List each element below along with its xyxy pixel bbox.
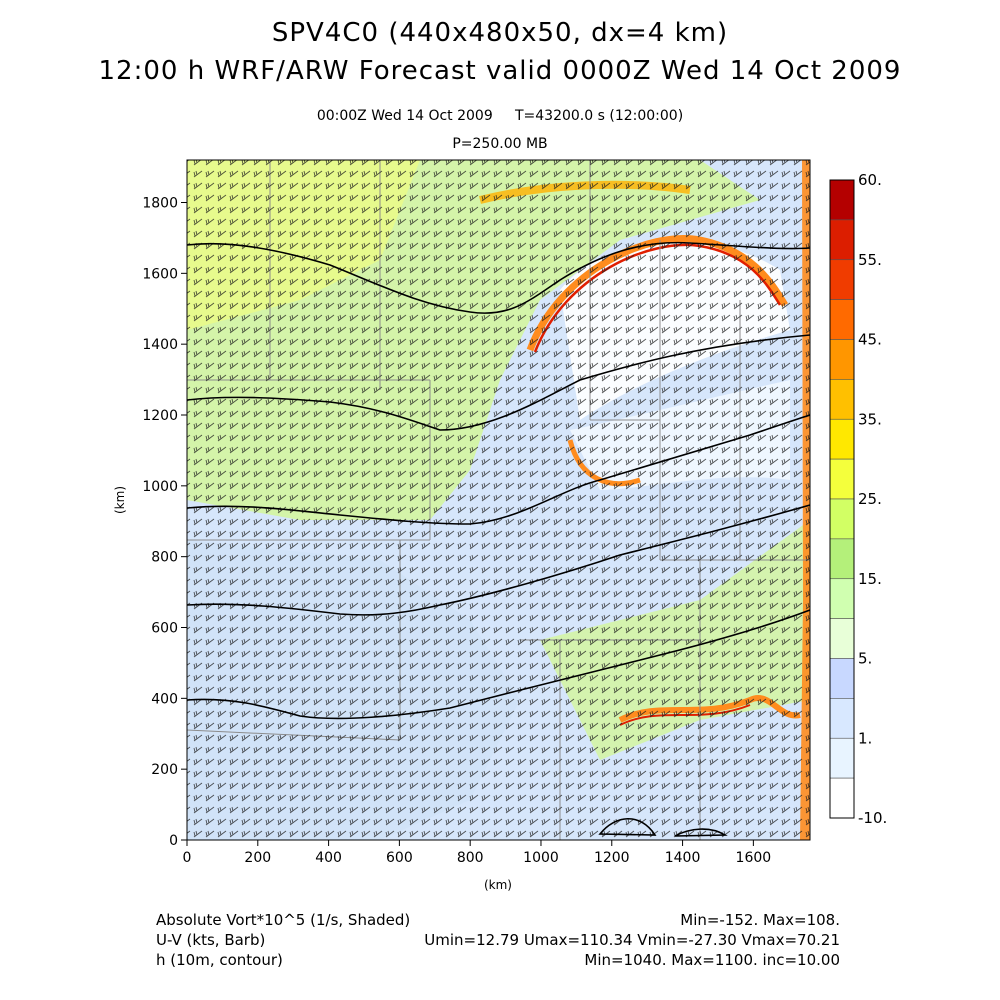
x-axis: 0 200 400 600 800 1000 1200 1400 1600 [183,840,772,866]
height-contours [187,241,810,837]
colorbar-swatch [829,339,855,380]
colorbar-swatch [829,538,855,580]
x-tick-label: 1400 [665,850,701,866]
colorbar-swatch [829,299,855,340]
wind-barbs [187,160,810,840]
y-axis-label: (km) [113,486,127,514]
level-line: P=250.00 MB [452,136,548,152]
x-tick-label: 600 [386,850,413,866]
title-line-2: 12:00 h WRF/ARW Forecast valid 0000Z Wed… [98,56,902,86]
legend-height-range: Min=1040. Max=1100. inc=10.00 [584,951,840,969]
x-tick-label: 800 [457,850,484,866]
x-tick-label: 400 [315,850,342,866]
legend-wind: U-V (kts, Barb) [156,931,266,949]
y-tick-label: 1800 [142,196,178,212]
map-field [187,160,810,840]
colorbar-swatch [829,418,855,460]
x-tick-label: 200 [244,850,271,866]
x-tick-label: 0 [183,850,192,866]
y-tick-label: 1000 [142,479,178,495]
x-tick-label: 1200 [594,850,630,866]
y-tick-label: 1200 [142,408,178,424]
colorbar-swatch [829,737,855,779]
colorbar-label: 55. [858,251,882,269]
colorbar-label: 35. [858,410,882,428]
x-axis-label: (km) [484,878,512,892]
y-tick-label: 1400 [142,337,178,353]
colorbar-swatch [829,179,855,221]
legend-wind-range: Umin=12.79 Umax=110.34 Vmin=-27.30 Vmax=… [424,931,840,949]
time-line: 00:00Z Wed 14 Oct 2009 T=43200.0 s (12:0… [316,108,684,124]
colorbar-swatch [829,618,855,659]
x-tick-label: 1000 [523,850,559,866]
plot-frame [186,159,811,841]
colorbar-label: 45. [858,331,882,349]
colorbar-swatch [829,458,855,500]
colorbar-swatch [829,219,855,261]
colorbar-swatch [829,777,855,819]
colorbar-swatch [829,498,855,540]
title-line-1: SPV4C0 (440x480x50, dx=4 km) [271,18,729,48]
colorbar-label: -10. [858,809,887,827]
colorbar-swatch [829,578,855,619]
y-tick-label: 600 [151,621,178,637]
colorbar-label: 15. [858,570,882,588]
colorbar: 60. 55. 45. 35. 25. 15. 5. 1. -10. [829,171,887,827]
colorbar-label: 5. [858,650,872,668]
colorbar-label: 60. [858,171,882,189]
colorbar-swatch [829,698,855,739]
legend-height: h (10m, contour) [156,951,283,969]
legend-vorticity-range: Min=-152. Max=108. [680,911,840,929]
legend-vorticity: Absolute Vort*10^5 (1/s, Shaded) [156,911,411,929]
colorbar-label: 1. [858,729,872,747]
colorbar-swatch [829,259,855,300]
colorbar-label: 25. [858,490,882,508]
colorbar-swatch [829,658,855,699]
y-tick-label: 200 [151,762,178,778]
y-tick-label: 800 [151,550,178,566]
colorbar-swatch [829,379,855,420]
colorbar-frame [829,179,855,819]
y-tick-label: 0 [169,833,178,849]
y-tick-label: 400 [151,691,178,707]
y-tick-label: 1600 [142,266,178,282]
x-tick-label: 1600 [736,850,772,866]
y-axis: 0 200 400 600 800 1000 1200 1400 1600 1800 [142,196,187,849]
